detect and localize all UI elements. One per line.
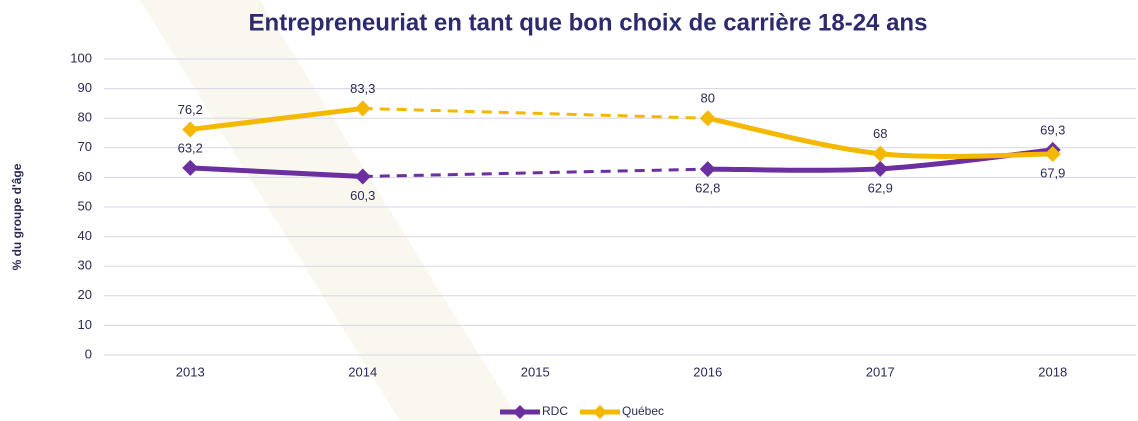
data-label: 69,3: [1040, 122, 1065, 137]
data-label: 80: [701, 91, 715, 106]
marker: [699, 110, 716, 127]
marker: [354, 168, 371, 185]
marker: [872, 160, 889, 177]
data-label: 76,2: [178, 102, 203, 117]
y-tick-label: 70: [78, 139, 92, 154]
y-tick-label: 30: [78, 258, 92, 273]
legend-label: Québec: [622, 404, 664, 418]
data-label: 63,2: [178, 140, 203, 155]
y-tick-label: 0: [85, 346, 92, 361]
data-label: 62,9: [868, 180, 893, 195]
marker: [1044, 146, 1061, 163]
data-label: 67,9: [1040, 165, 1065, 180]
x-tick-label: 2013: [176, 364, 205, 379]
y-tick-label: 40: [78, 228, 92, 243]
chart-title: Entrepreneuriat en tant que bon choix de…: [249, 9, 928, 36]
legend-marker: [513, 405, 527, 419]
background-stripe: [140, 0, 520, 421]
legend-label: RDC: [542, 404, 568, 418]
y-tick-label: 80: [78, 110, 92, 125]
marker: [354, 100, 371, 117]
data-label: 83,3: [350, 81, 375, 96]
marker: [699, 161, 716, 178]
x-tick-label: 2014: [348, 364, 377, 379]
gap-bridge: [362, 106, 708, 120]
data-label: 62,8: [695, 181, 720, 196]
series-line: [187, 165, 366, 180]
x-tick-label: 2015: [521, 364, 550, 379]
legend-marker: [593, 405, 607, 419]
y-tick-label: 60: [78, 169, 92, 184]
marker: [872, 145, 889, 162]
y-axis-label: % du groupe d'âge: [10, 163, 24, 270]
x-tick-label: 2017: [866, 364, 895, 379]
y-tick-label: 90: [78, 80, 92, 95]
x-tick-label: 2018: [1038, 364, 1067, 379]
data-label: 68: [873, 126, 887, 141]
marker: [182, 159, 199, 176]
y-tick-label: 50: [78, 198, 92, 213]
series-line: [187, 105, 366, 132]
x-tick-label: 2016: [693, 364, 722, 379]
data-label: 60,3: [350, 188, 375, 203]
y-tick-label: 10: [78, 317, 92, 332]
y-tick-label: 20: [78, 287, 92, 302]
y-tick-label: 100: [70, 50, 92, 65]
marker: [182, 121, 199, 138]
gap-bridge: [362, 167, 708, 179]
